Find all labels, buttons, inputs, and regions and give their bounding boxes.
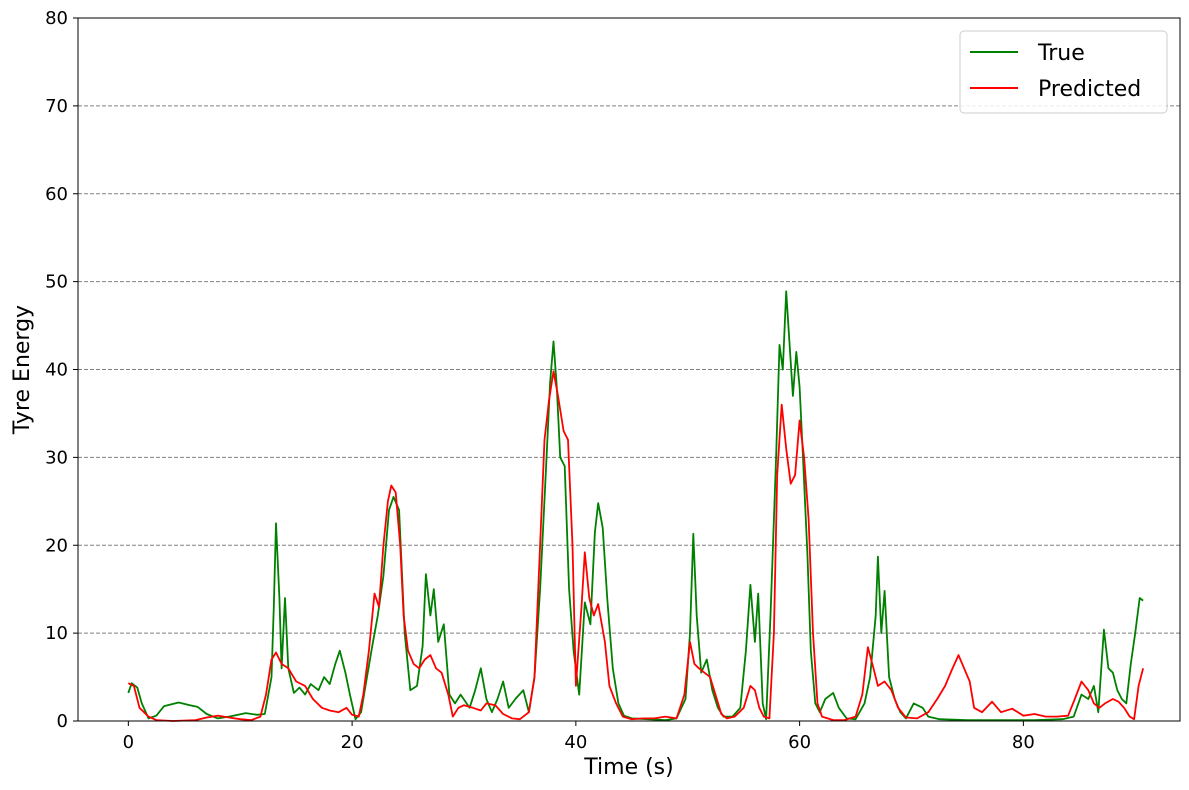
x-axis: 0 20 40 60 80 [123, 721, 1035, 753]
y-tick-label: 40 [45, 360, 68, 381]
x-axis-label: Time (s) [583, 755, 673, 780]
x-tick-label: 40 [564, 732, 587, 753]
x-tick-label: 20 [341, 732, 364, 753]
y-tick-label: 0 [57, 711, 68, 732]
y-tick-label: 50 [45, 272, 68, 293]
x-tick-label: 80 [1012, 732, 1035, 753]
series-group [127, 290, 1144, 722]
y-tick-label: 60 [45, 184, 68, 205]
x-tick-label: 60 [788, 732, 811, 753]
legend-label: Predicted [1038, 77, 1141, 102]
y-tick-label: 70 [45, 96, 68, 117]
series-line-true [127, 290, 1144, 721]
y-tick-label: 80 [45, 8, 68, 29]
legend-label: True [1037, 41, 1085, 66]
x-tick-label: 0 [123, 732, 134, 753]
series-line-predicted [127, 370, 1144, 722]
y-axis-label: Tyre Energy [10, 305, 35, 435]
y-tick-label: 30 [45, 447, 68, 468]
y-axis: 0 10 20 30 40 50 60 70 80 [45, 8, 78, 732]
legend: True Predicted [959, 30, 1168, 114]
y-tick-label: 20 [45, 535, 68, 556]
y-tick-label: 10 [45, 623, 68, 644]
